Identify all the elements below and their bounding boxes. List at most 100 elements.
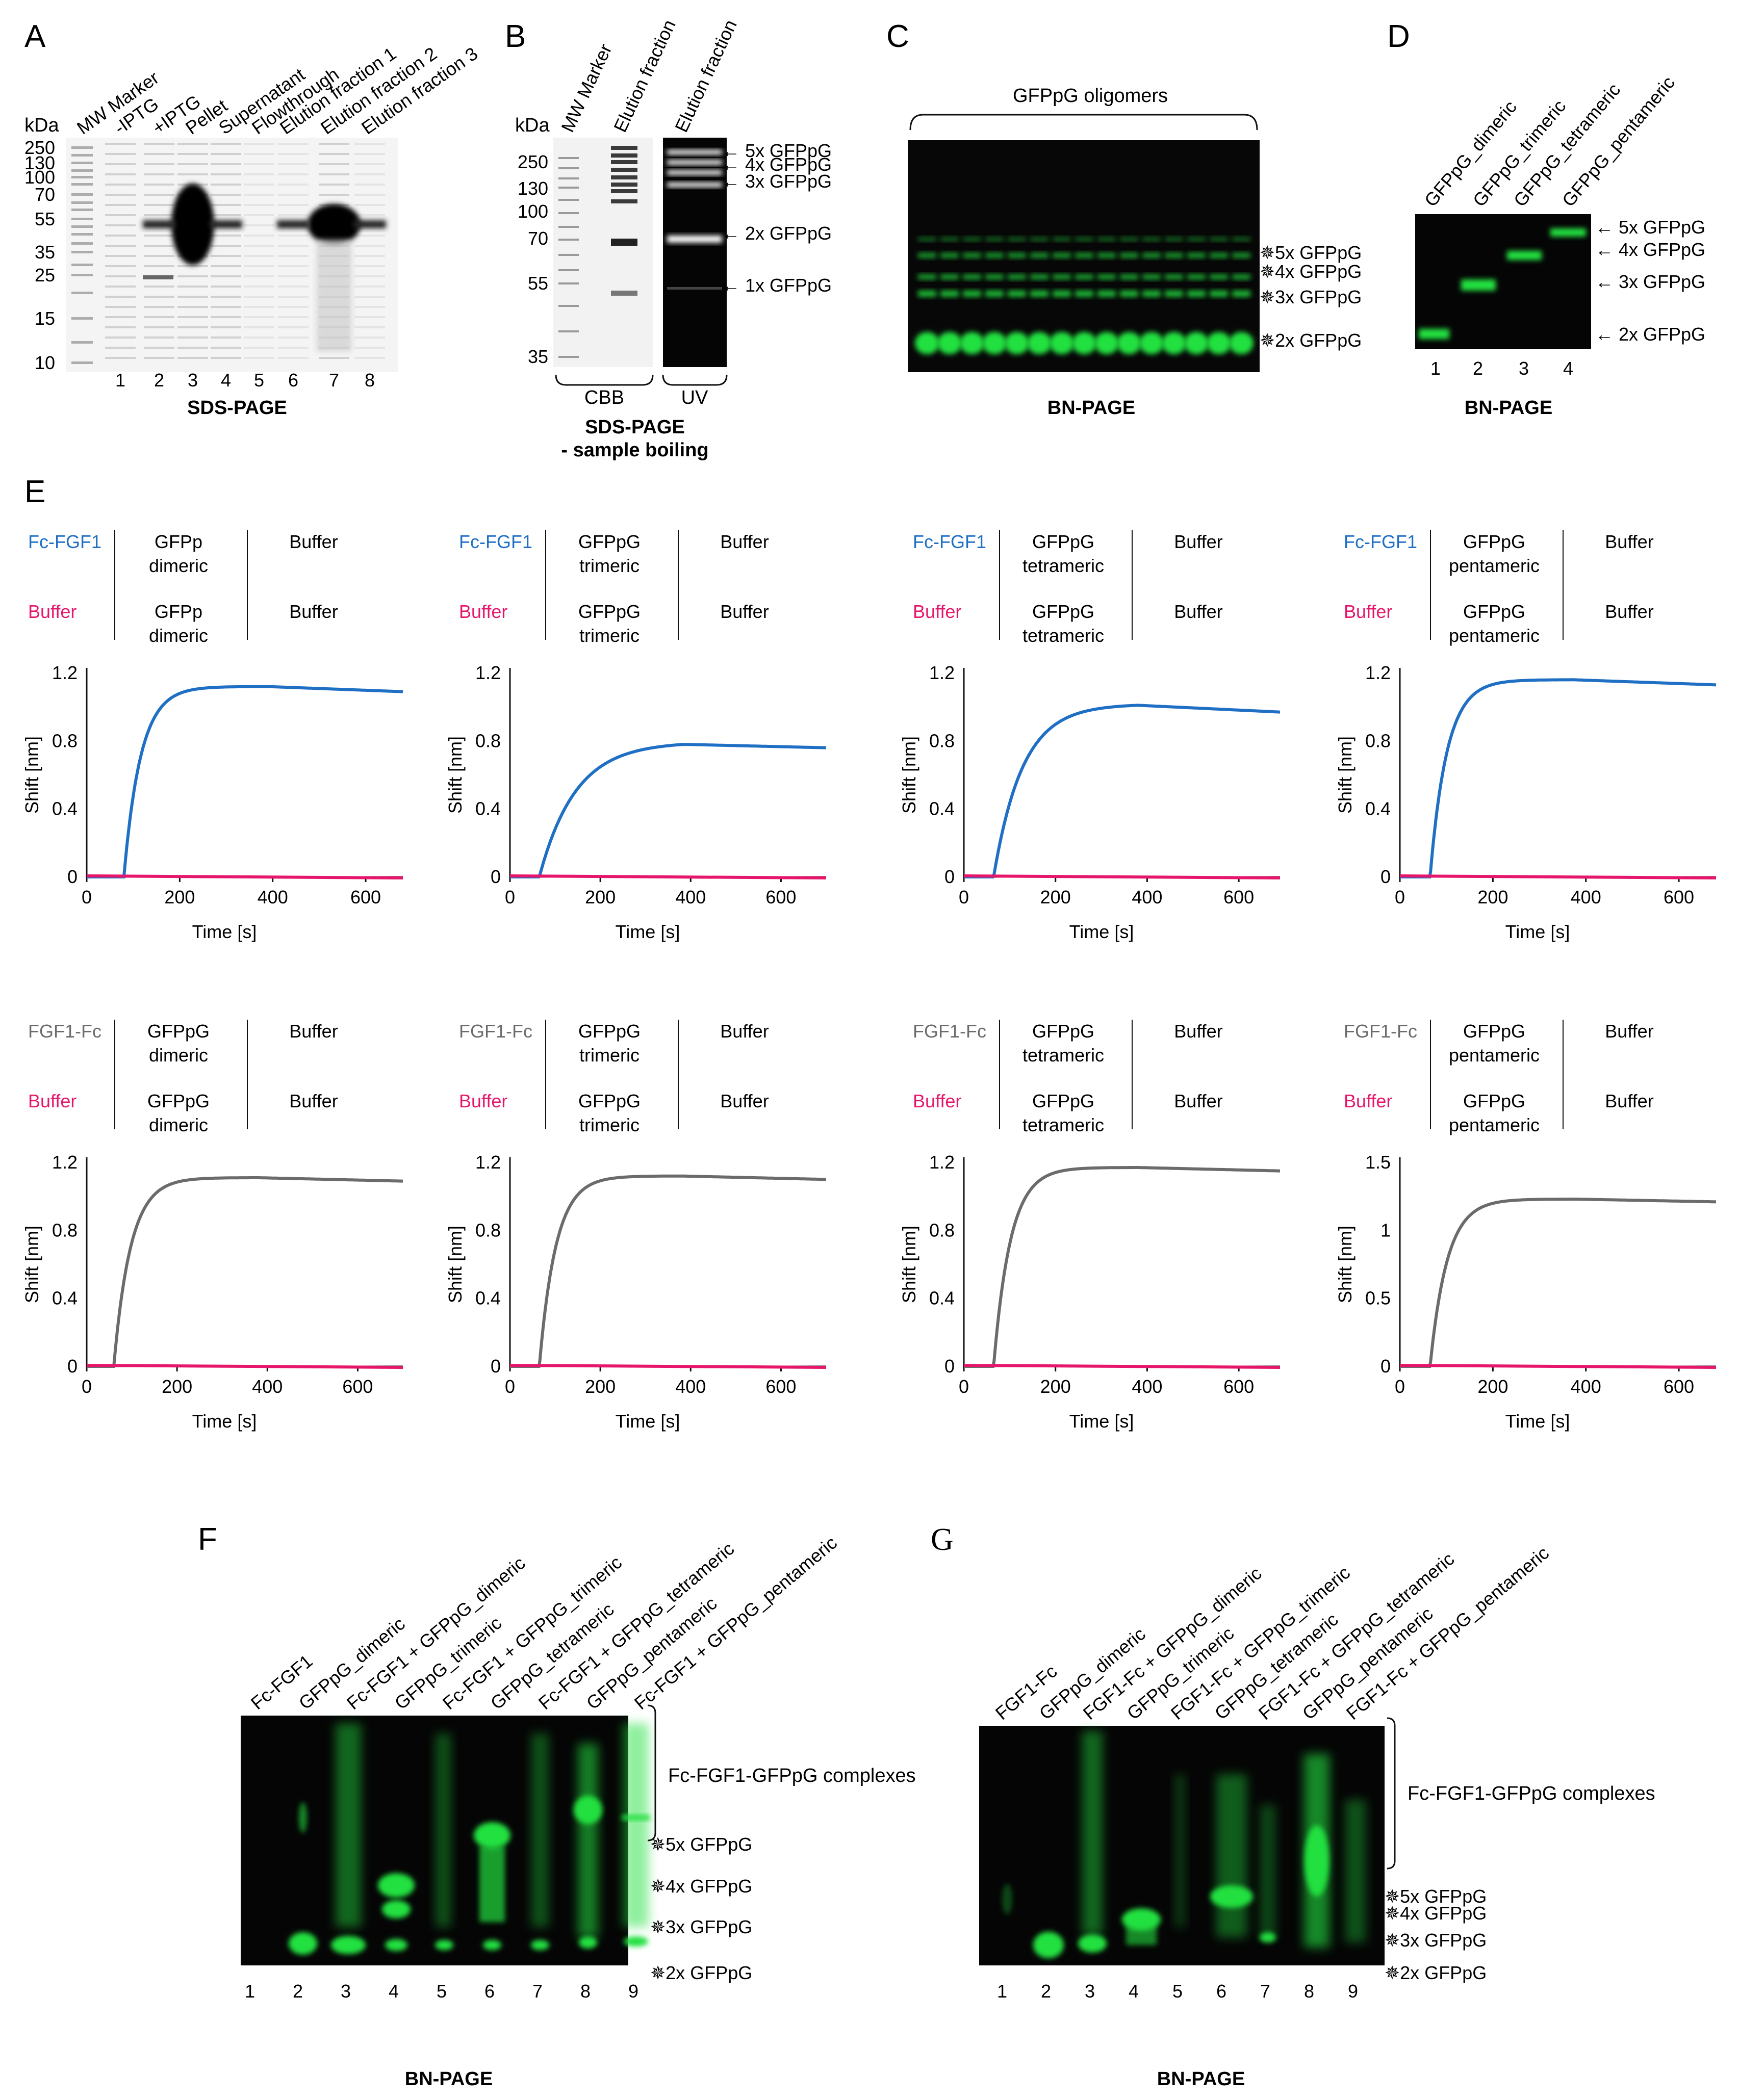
x-tick-label: 400	[1571, 1376, 1601, 1397]
smear-band	[278, 194, 309, 196]
oligomer-arrow-label: ✵2x GFPpG	[1385, 1962, 1487, 1983]
marker-band	[558, 157, 579, 159]
pentamer-band	[622, 1815, 650, 1820]
smear-band	[144, 194, 174, 196]
smear-band	[177, 173, 208, 175]
analyte-label: GFPpG	[1463, 1021, 1525, 1042]
smear-band	[177, 357, 208, 359]
dimer-band	[624, 1936, 648, 1947]
smear-band	[319, 184, 349, 186]
lane-number: 7	[1260, 1981, 1270, 2002]
smear-band	[211, 357, 241, 359]
marker-band	[558, 212, 579, 214]
smear-band	[211, 296, 241, 298]
trimer-band	[985, 291, 1004, 297]
ligand-label: Fc-FGF1	[1344, 531, 1417, 552]
y-tick-label: 1	[1380, 1220, 1391, 1240]
caption-f: BN-PAGE	[405, 2068, 493, 2090]
smear	[1216, 1774, 1247, 1937]
pellet-band	[171, 184, 214, 265]
lane-label: Fc-FGF1 + GFPpG_tetrameric	[534, 1538, 738, 1714]
oligomer-arrow-label: ← 2x GFPpG	[722, 223, 832, 244]
analyte-label: GFPpG	[1463, 1091, 1525, 1111]
dimer-band	[1094, 332, 1119, 354]
pentamer-band	[1030, 253, 1048, 258]
marker-band	[71, 162, 93, 164]
uv-band	[667, 150, 722, 154]
dimer-band	[385, 1939, 407, 1951]
buffer-step-label: Buffer	[289, 531, 338, 552]
higher-band	[1097, 237, 1116, 241]
y-tick-label: 0.8	[1365, 730, 1391, 751]
tetramer-band	[1187, 274, 1206, 279]
ligand-label: Fc-FGF1	[28, 531, 101, 552]
x-tick-label: 400	[675, 887, 706, 908]
buffer-step-label: Buffer	[720, 1091, 769, 1111]
smear-band	[244, 296, 274, 298]
marker-band	[71, 242, 93, 245]
analyte-label: dimeric	[149, 625, 208, 646]
analyte-label: GFPpG	[578, 601, 641, 622]
smear-band	[144, 265, 174, 267]
oligomer-arrow-label: ✵4x GFPpG	[1260, 261, 1362, 282]
smear-band	[244, 275, 274, 277]
higher-band	[1232, 237, 1250, 241]
elution-2-smear	[316, 240, 352, 352]
smear-band	[319, 163, 349, 165]
dimer-band	[1117, 332, 1141, 354]
smear-band	[244, 184, 274, 186]
mw-label: 100	[518, 201, 548, 222]
mw-label: 25	[35, 265, 55, 286]
smear-band	[278, 214, 309, 216]
lane-label: MW Marker	[557, 40, 616, 135]
smear-band	[177, 306, 208, 308]
buffer-label: Buffer	[459, 601, 507, 622]
oligomer-arrow-label: ← 4x GFPpG	[1595, 239, 1705, 260]
smear-band	[211, 143, 241, 145]
smear-band	[244, 173, 274, 175]
analyte-label: GFPpG	[1032, 1091, 1094, 1111]
analyte-label: pentameric	[1449, 1114, 1540, 1135]
oligomer-arrow-label: ✵3x GFPpG	[650, 1916, 752, 1937]
caption-d: BN-PAGE	[1465, 397, 1552, 419]
analyte-label: GFPp	[155, 601, 202, 622]
y-tick-label: 0	[944, 1356, 955, 1377]
smear	[578, 1744, 598, 1937]
smear-band	[177, 336, 208, 339]
smear-band	[105, 153, 136, 155]
smear-band	[278, 275, 309, 277]
mw-label: 35	[528, 346, 548, 367]
y-tick-label: 0	[491, 1356, 501, 1377]
analyte-label: pentameric	[1449, 555, 1540, 576]
trimer-band	[1008, 291, 1026, 297]
y-axis-label: Shift [nm]	[445, 736, 466, 814]
smear-band	[105, 184, 136, 186]
buffer-label: Buffer	[28, 1091, 76, 1111]
lane-number: 5	[1172, 1981, 1183, 2002]
gel-b-uv-bands	[667, 150, 722, 290]
gel-b-cbb-bands	[558, 146, 637, 358]
lane-number: 2	[154, 370, 164, 391]
uv-band	[667, 183, 722, 187]
higher-band	[1142, 237, 1161, 241]
trimer-band	[1187, 291, 1206, 297]
smear-band	[144, 173, 174, 175]
buffer-step-label: Buffer	[289, 601, 338, 622]
y-axis-label: Shift [nm]	[899, 736, 919, 814]
elution-band	[611, 175, 637, 179]
analyte-label: pentameric	[1449, 1045, 1540, 1066]
panel-b-letter: B	[505, 19, 526, 54]
x-tick-label: 400	[1132, 1376, 1162, 1397]
buffer-step-label: Buffer	[1174, 1021, 1222, 1042]
cbb-label: CBB	[584, 387, 624, 408]
smear-band	[354, 173, 385, 175]
smear-band	[177, 316, 208, 318]
uv-band	[667, 170, 722, 175]
y-tick-label: 0.4	[929, 1288, 955, 1309]
smear-band	[211, 235, 241, 237]
y-axis-label: Shift [nm]	[1335, 736, 1356, 814]
pentamer-band	[1232, 253, 1250, 258]
